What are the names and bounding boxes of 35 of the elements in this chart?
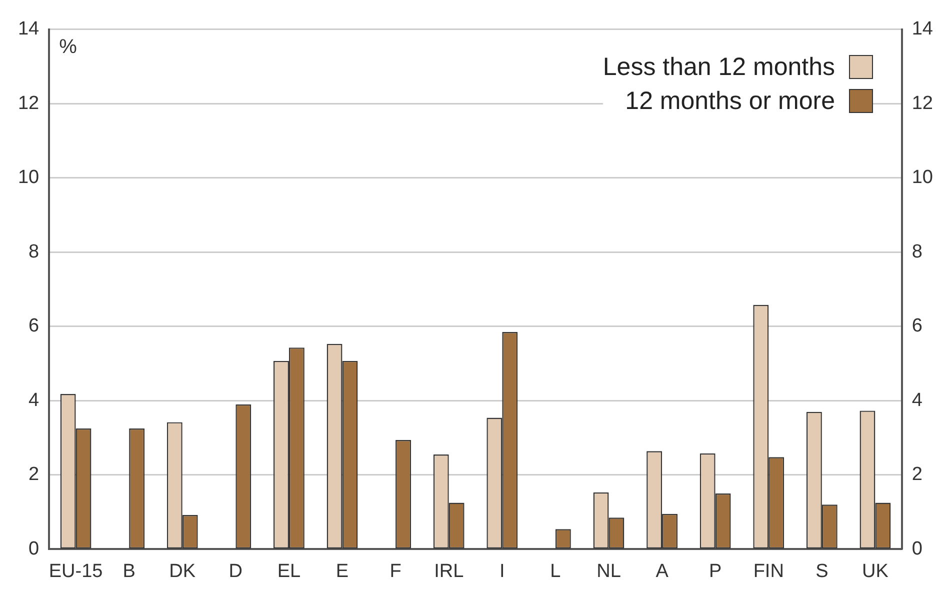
y-tick-label: 10 — [18, 167, 40, 188]
x-tick-label: L — [550, 560, 561, 582]
x-tick-label: S — [816, 560, 828, 582]
x-tick-label: B — [122, 560, 136, 582]
x-tick-label: A — [656, 560, 669, 582]
y2-tick-label: 14 — [912, 18, 934, 40]
y-tick-label: 0 — [28, 538, 40, 560]
y2-tick-label: 0 — [912, 538, 922, 560]
annotation: % — [59, 36, 78, 58]
x-tick-label: P — [708, 560, 722, 582]
y2-tick-label: 10 — [912, 167, 934, 188]
x-tick-label: EU-15 — [48, 560, 103, 582]
x-tick-label: I — [500, 560, 505, 582]
y2-tick-label: 12 — [912, 92, 934, 114]
y2-tick-label: 6 — [912, 316, 922, 337]
x-tick-label: FIN — [753, 560, 784, 582]
y-tick-label: 12 — [18, 92, 40, 114]
legend-label: 12 months or more — [625, 86, 835, 117]
y-tick-label: 4 — [28, 390, 40, 411]
y-tick-label: 8 — [28, 241, 40, 262]
x-tick-label: E — [336, 560, 349, 582]
x-tick-label: DK — [169, 560, 196, 582]
x-tick-label: EL — [277, 560, 301, 582]
y2-tick-label: 8 — [912, 241, 922, 262]
y-tick-label: 14 — [18, 18, 40, 40]
y-tick-label: 6 — [28, 316, 40, 337]
y2-tick-label: 2 — [912, 464, 922, 486]
x-tick-label: UK — [862, 560, 889, 582]
x-tick-label: NL — [596, 560, 621, 582]
y2-tick-label: 4 — [912, 390, 923, 411]
legend-label: Less than 12 months — [602, 52, 835, 83]
x-tick-label: D — [228, 560, 243, 582]
y-tick-label: 2 — [28, 464, 40, 486]
x-tick-label: F — [390, 560, 402, 582]
x-tick-label: IRL — [434, 560, 464, 582]
